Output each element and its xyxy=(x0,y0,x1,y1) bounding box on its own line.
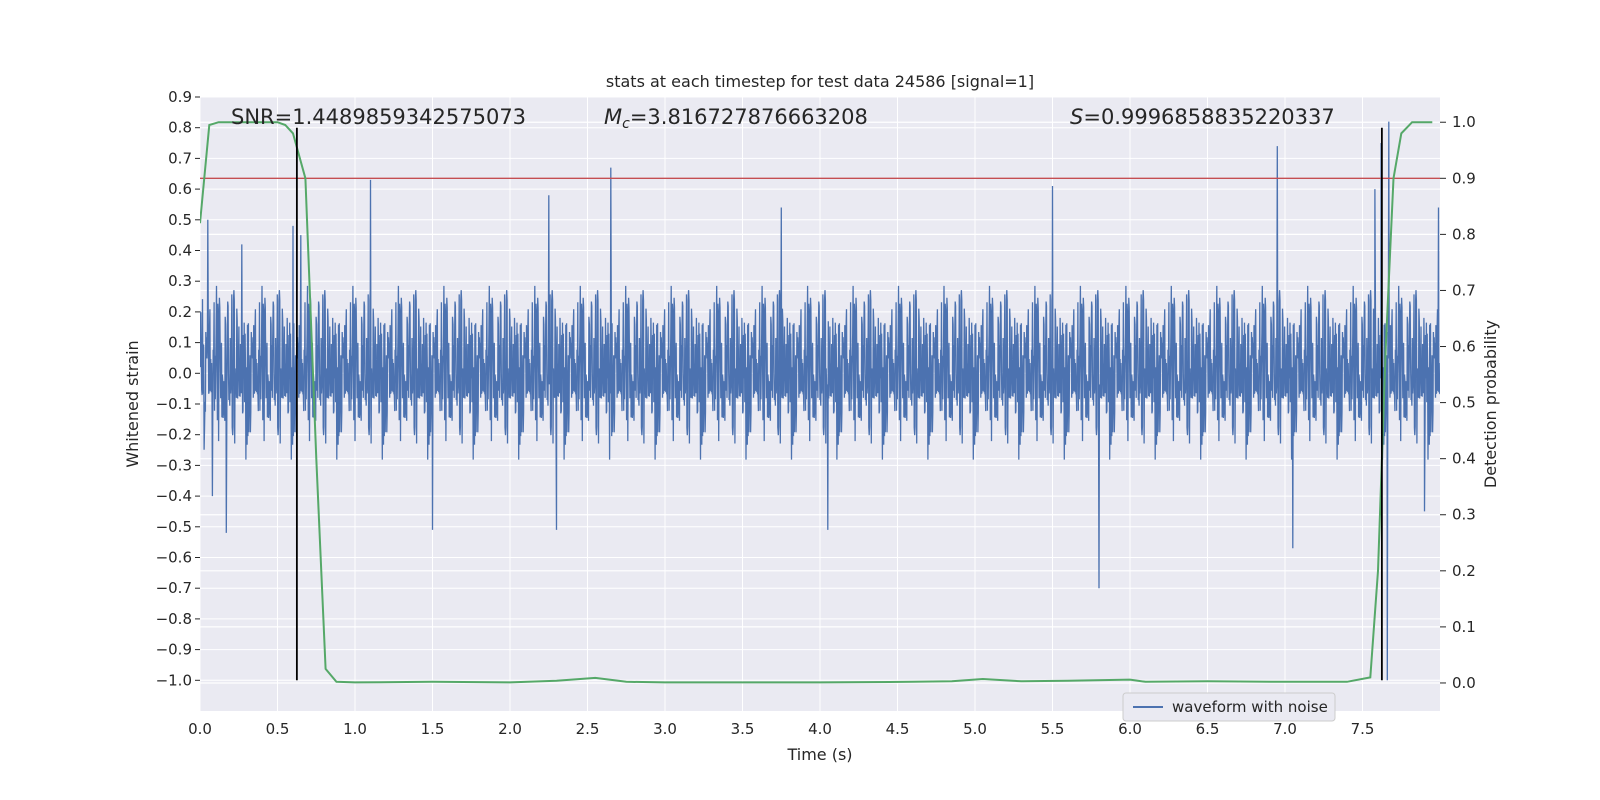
chart-title: stats at each timestep for test data 245… xyxy=(606,72,1034,91)
y-tick-label: 0.1 xyxy=(168,334,192,352)
y2-tick-label: 0.9 xyxy=(1452,169,1476,187)
y2-tick-label: 0.2 xyxy=(1452,562,1476,580)
series-layer xyxy=(200,121,1440,684)
legend-label-waveform: waveform with noise xyxy=(1172,698,1328,716)
y-tick-label: 0.8 xyxy=(168,119,192,137)
y-tick-label: −0.8 xyxy=(156,610,192,628)
y2-tick-label: 0.8 xyxy=(1452,225,1476,243)
y-tick-label: 0.4 xyxy=(168,242,192,260)
y-axis: 0.9 0.8 0.7 0.6 0.5 0.4 0.3 0.2 0.1 0.0 −0.1 −0.2 −0… xyxy=(156,88,200,689)
y-tick-label: −0.1 xyxy=(156,395,192,413)
x-tick-label: 4.0 xyxy=(808,720,832,738)
legend-box xyxy=(1122,692,1336,722)
series-waveform-with-noise xyxy=(200,121,1440,681)
x-tick-label: 6.5 xyxy=(1196,720,1220,738)
y-tick-label: −0.5 xyxy=(156,518,192,536)
s-symbol: S xyxy=(1070,105,1083,129)
y-tick-label: −0.2 xyxy=(156,426,192,444)
y2-axis-label: Detection probability xyxy=(1481,320,1500,488)
chirp-mass-subscript: c xyxy=(622,116,630,132)
y2-tick-label: 0.4 xyxy=(1452,450,1476,468)
y2-tick-label: 0.3 xyxy=(1452,506,1476,524)
chirp-mass-symbol: M xyxy=(604,105,622,129)
y-tick-label: 0.7 xyxy=(168,149,192,167)
x-tick-label: 0.0 xyxy=(188,720,212,738)
x-tick-label: 5.0 xyxy=(963,720,987,738)
x-tick-label: 1.5 xyxy=(421,720,445,738)
x-tick-label: 2.5 xyxy=(576,720,600,738)
x-tick-label: 5.5 xyxy=(1041,720,1065,738)
x-tick-label: 0.5 xyxy=(266,720,290,738)
y-tick-label: 0.6 xyxy=(168,180,192,198)
x-tick-label: 3.0 xyxy=(653,720,677,738)
series-detection-probability xyxy=(200,121,1433,684)
x-tick-label: 1.0 xyxy=(343,720,367,738)
y2-tick-label: 0.1 xyxy=(1452,618,1476,636)
y2-tick-label: 0.5 xyxy=(1452,394,1476,412)
y-tick-label: 0.0 xyxy=(168,364,192,382)
y-tick-label: 0.9 xyxy=(168,88,192,106)
y-axis-label: Whitened strain xyxy=(123,340,142,467)
y-tick-label: −0.3 xyxy=(156,456,192,474)
y-tick-label: −0.4 xyxy=(156,487,192,505)
s-annotation: S=0.9996858835220337 xyxy=(1070,105,1335,129)
y-tick-label: −0.6 xyxy=(156,549,192,567)
x-tick-label: 3.5 xyxy=(731,720,755,738)
y2-tick-label: 1.0 xyxy=(1452,113,1476,131)
chirp-mass-annotation: Mc=3.816727876663208 xyxy=(604,105,868,132)
y2-tick-label: 0.0 xyxy=(1452,674,1476,692)
y2-tick-label: 0.6 xyxy=(1452,338,1476,356)
snr-annotation: SNR=1.4489859342575073 xyxy=(231,105,526,129)
s-value: =0.9996858835220337 xyxy=(1083,105,1334,129)
y-tick-label: 0.2 xyxy=(168,303,192,321)
x-tick-label: 7.5 xyxy=(1351,720,1375,738)
x-tick-label: 2.0 xyxy=(498,720,522,738)
y-tick-label: 0.3 xyxy=(168,272,192,290)
x-axis: 0.0 0.5 1.0 1.5 2.0 2.5 3.0 3.5 4.0 4.5 5.0 5.5 6.0 6… xyxy=(188,720,1374,738)
y-tick-label: −0.9 xyxy=(156,641,192,659)
x-tick-label: 4.5 xyxy=(886,720,910,738)
chirp-mass-value: =3.816727876663208 xyxy=(630,105,868,129)
x-tick-label: 7.0 xyxy=(1273,720,1297,738)
y-tick-label: 0.5 xyxy=(168,211,192,229)
y2-axis: 1.0 0.9 0.8 0.7 0.6 0.5 0.4 0.3 0.2 0.1 0.0 xyxy=(1440,113,1476,692)
x-axis-label: Time (s) xyxy=(786,745,852,764)
x-tick-label: 6.0 xyxy=(1118,720,1142,738)
legend: waveform with noise xyxy=(1122,692,1336,722)
y-tick-label: −0.7 xyxy=(156,579,192,597)
y-tick-label: −1.0 xyxy=(156,671,192,689)
y2-tick-label: 0.7 xyxy=(1452,281,1476,299)
